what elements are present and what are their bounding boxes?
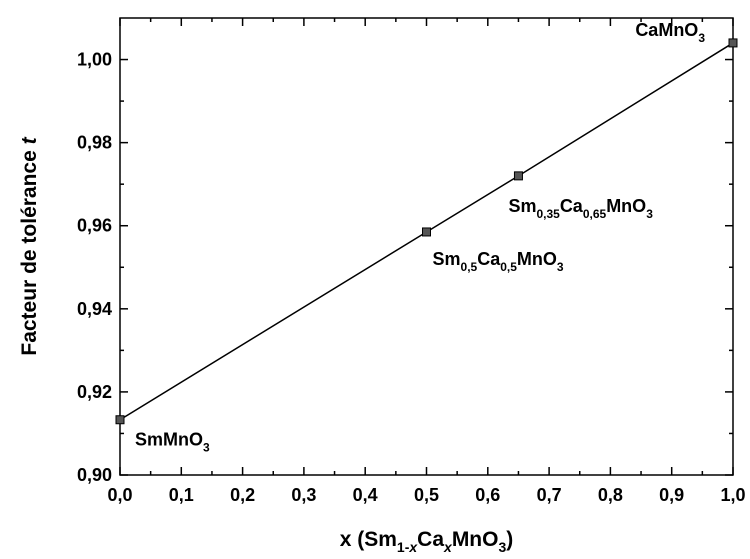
text-part: Ca [560, 196, 584, 216]
text-part: Ca [417, 528, 444, 551]
x-tick-label: 0,4 [353, 485, 378, 505]
text-part: Sm [508, 196, 536, 216]
subscript: 3 [557, 260, 564, 274]
subscript: 3 [646, 207, 653, 221]
text-part: SmMnO [135, 430, 203, 450]
text-part: t [18, 136, 41, 144]
y-tick-label: 1,00 [77, 50, 112, 70]
point-label: SmMnO3 [135, 430, 210, 455]
y-axis-title: Facteur de tolérance t [18, 136, 41, 355]
x-tick-label: 0,2 [230, 485, 255, 505]
x-axis-title: x (Sm1-xCaxMnO3) [340, 528, 514, 555]
point-label: Sm0,35Ca0,65MnO3 [508, 196, 653, 221]
x-tick-label: 0,3 [291, 485, 316, 505]
point-label: Sm0,5Ca0,5MnO3 [433, 249, 564, 274]
subscript: 3 [698, 31, 705, 45]
text-part: Ca [477, 249, 501, 269]
subscript: 3 [203, 441, 210, 455]
text-part: MnO [452, 528, 499, 551]
text-part: MnO [606, 196, 646, 216]
x-tick-label: 0,7 [537, 485, 562, 505]
subscript: 3 [498, 539, 506, 555]
subscript: 0,35 [536, 207, 560, 221]
text-part: CaMnO [635, 20, 698, 40]
point-label: CaMnO3 [635, 20, 705, 45]
y-tick-label: 0,96 [77, 216, 112, 236]
subscript: x [443, 539, 453, 555]
marker [728, 38, 738, 48]
marker [422, 227, 431, 237]
subscript: 0,5 [461, 260, 478, 274]
y-tick-label: 0,92 [77, 382, 112, 402]
x-tick-label: 1,0 [720, 485, 745, 505]
text-part: Facteur de tolérance [18, 144, 41, 355]
text-part: Sm [433, 249, 461, 269]
x-tick-label: 0,6 [475, 485, 500, 505]
marker [513, 171, 523, 181]
series-line [119, 42, 734, 421]
y-tick-label: 0,90 [77, 465, 112, 485]
marker [115, 415, 125, 425]
x-tick-label: 0,5 [414, 485, 439, 505]
y-tick-label: 0,98 [77, 133, 112, 153]
x-tick-label: 0,0 [107, 485, 132, 505]
subscript: x [408, 539, 418, 555]
y-tick-label: 0,94 [77, 299, 112, 319]
plot-frame [119, 17, 734, 476]
text-part: x (Sm [340, 528, 397, 551]
subscript: 0,65 [583, 207, 607, 221]
x-tick-label: 0,1 [169, 485, 194, 505]
x-tick-label: 0,9 [659, 485, 684, 505]
subscript: 0,5 [500, 260, 517, 274]
text-part: ) [506, 528, 513, 551]
subscript: 1- [397, 539, 410, 555]
x-tick-label: 0,8 [598, 485, 623, 505]
text-part: MnO [517, 249, 557, 269]
